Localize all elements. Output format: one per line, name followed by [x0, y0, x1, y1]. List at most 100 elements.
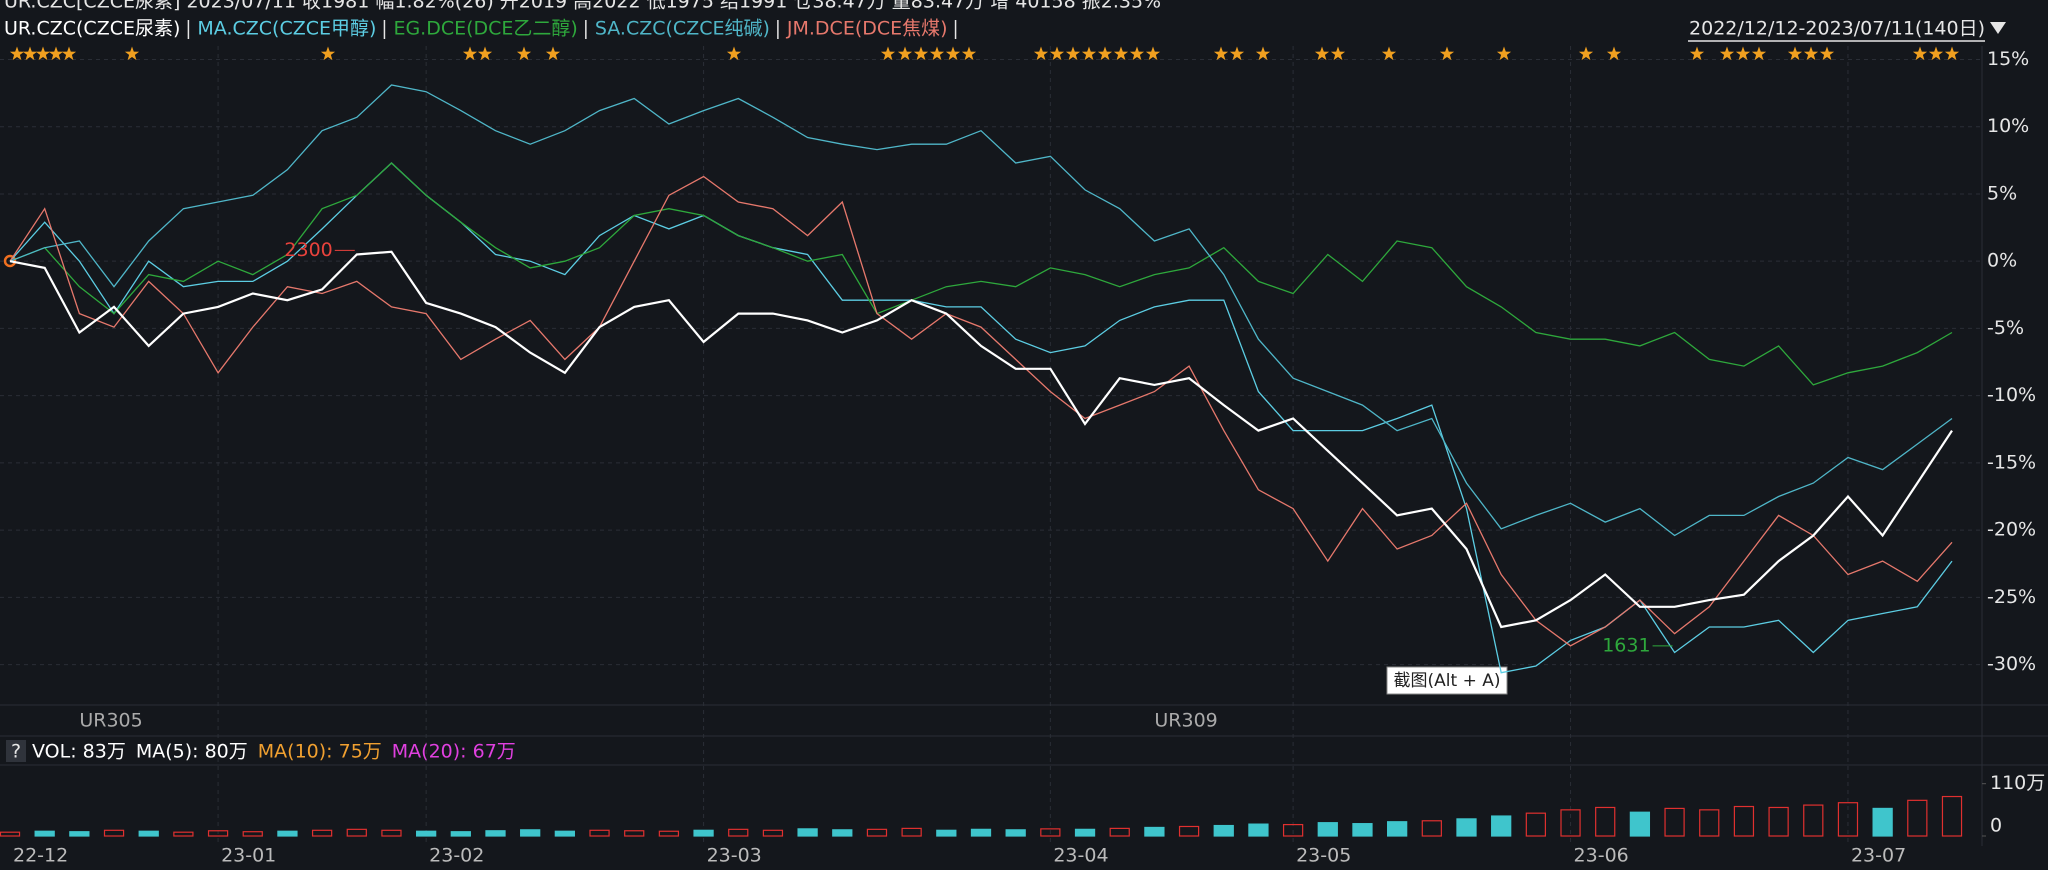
star: [1719, 46, 1735, 61]
volume-bar: [485, 830, 506, 837]
star: [1097, 46, 1113, 61]
y-tick-label: -20%: [1987, 519, 2036, 541]
date-range[interactable]: 2022/12/12-2023/07/11(140日): [1689, 18, 1985, 40]
volume-bar: [1664, 807, 1685, 837]
volume-bar: [1941, 795, 1963, 837]
y-tick-label: -15%: [1987, 451, 2036, 473]
y-tick-label: 15%: [1987, 48, 2029, 70]
contract-label: UR305: [79, 710, 142, 732]
volume-bar: [554, 830, 575, 837]
y-tick-label: -30%: [1987, 653, 2036, 675]
star: [1606, 46, 1622, 61]
volume-bar: [1560, 809, 1581, 837]
volume-bar: [416, 830, 437, 837]
star: [1213, 46, 1229, 61]
legend-entry[interactable]: MA.CZC(CZCE甲醇): [197, 18, 376, 40]
volume-bar: [728, 828, 749, 837]
volume-bar: [173, 831, 194, 837]
star: [1439, 46, 1455, 61]
volume-bar: [797, 828, 818, 837]
dropdown-arrow[interactable]: [1990, 22, 2006, 34]
star: [1928, 46, 1944, 61]
volume-bar: [1005, 829, 1026, 837]
volume-legend: MA(10): 75万: [258, 741, 382, 763]
volume-bar: [1282, 823, 1304, 837]
volume-bar: [1872, 807, 1893, 837]
star: [48, 46, 64, 61]
volume-bar: [381, 829, 402, 837]
x-tick-label: 23-02: [429, 845, 484, 867]
volume-bar: [1109, 827, 1130, 837]
volume-bar: [242, 831, 263, 837]
star: [1689, 46, 1705, 61]
series-line: [9, 175, 1953, 647]
star: [1819, 46, 1835, 61]
star: [516, 46, 532, 61]
volume-bar: [450, 831, 471, 837]
volume-bar: [520, 829, 541, 837]
volume-bar: [1178, 825, 1200, 837]
volume-bar: [1907, 799, 1928, 837]
volume-bar: [1733, 805, 1755, 837]
star: [1330, 46, 1346, 61]
help-box[interactable]: [6, 740, 26, 762]
contract-label: UR309: [1154, 710, 1217, 732]
star: [1049, 46, 1065, 61]
volume-bar: [346, 828, 367, 837]
star: [1033, 46, 1049, 61]
x-tick-label: 23-03: [707, 845, 762, 867]
volume-bar: [1248, 823, 1269, 837]
volume-bar: [762, 829, 784, 837]
volume-bar: [1699, 809, 1720, 837]
tooltip: 截图(Alt + A): [1394, 671, 1501, 691]
star: [1145, 46, 1161, 61]
volume-bar: [34, 830, 55, 837]
volume-bar: [1040, 828, 1061, 837]
legend-entry[interactable]: SA.CZC(CZCE纯碱): [595, 18, 770, 40]
star: [1314, 46, 1330, 61]
star: [913, 46, 929, 61]
star: [726, 46, 742, 61]
star: [35, 46, 51, 61]
star: [1578, 46, 1594, 61]
volume-bar: [138, 830, 159, 837]
help[interactable]: ?: [11, 741, 21, 763]
volume-bar: [0, 831, 21, 837]
legend-entry[interactable]: JM.DCE(DCE焦煤): [786, 18, 948, 40]
volume-bar: [1803, 804, 1824, 837]
volume-bar: [1629, 811, 1651, 837]
y-tick-label: 5%: [1987, 182, 2017, 204]
star: [22, 46, 38, 61]
y-tick-label: -5%: [1987, 317, 2024, 339]
star: [1113, 46, 1129, 61]
volume-legend: VOL: 83万: [32, 741, 126, 763]
star: [897, 46, 913, 61]
star: [961, 46, 977, 61]
legend-entry[interactable]: EG.DCE(DCE乙二醇): [393, 18, 577, 40]
volume-bar: [1317, 822, 1338, 837]
volume-bar: [970, 828, 992, 837]
star: [1065, 46, 1081, 61]
star: [1255, 46, 1271, 61]
y-tick-label: 10%: [1987, 115, 2029, 137]
star: [1229, 46, 1245, 61]
x-tick-label: 23-05: [1296, 845, 1351, 867]
origin-marker: [3, 254, 17, 268]
y-tick-label: 0: [1990, 815, 2002, 837]
volume-bar: [866, 828, 888, 837]
volume-bar: [103, 829, 125, 837]
legend-entry[interactable]: UR.CZC(CZCE尿素): [4, 18, 180, 40]
volume-bar: [1074, 828, 1096, 837]
volume-bar: [1491, 815, 1512, 837]
annotation: 2300: [284, 239, 332, 261]
volume-bar: [1768, 806, 1789, 837]
y-tick-label: 0%: [1987, 250, 2017, 272]
volume-legend: MA(20): 67万: [392, 741, 516, 763]
series-line: [9, 250, 1953, 629]
volume-bar: [832, 829, 853, 837]
star: [929, 46, 945, 61]
x-tick-label: 23-07: [1851, 845, 1906, 867]
tooltip-box: [1386, 666, 1508, 695]
y-tick-label: 110万: [1990, 772, 2045, 794]
